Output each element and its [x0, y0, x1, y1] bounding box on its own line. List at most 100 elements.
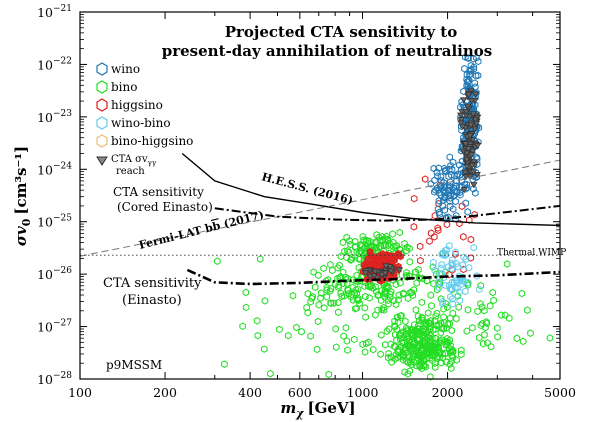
point-bino	[348, 255, 355, 264]
point-wino	[464, 77, 472, 85]
point-bino	[420, 350, 427, 359]
point-cta-reach	[464, 92, 473, 99]
y-tick-label: 10−21	[37, 4, 72, 20]
point-bino	[381, 306, 388, 314]
point-higgsino	[426, 237, 433, 245]
point-bino	[385, 300, 392, 308]
point-cta-reach	[378, 272, 386, 279]
point-bino	[429, 334, 436, 342]
point-wino	[449, 205, 457, 213]
point-bino	[398, 342, 405, 351]
point-cta-reach	[471, 116, 480, 124]
point-bino	[335, 281, 342, 290]
point-bino	[345, 286, 352, 295]
point-bino	[409, 344, 417, 352]
point-cta-reach	[371, 268, 379, 276]
point-wino-bino	[441, 251, 449, 260]
point-bino	[439, 350, 446, 358]
point-wino-bino	[447, 293, 454, 301]
point-bino	[410, 327, 418, 336]
point-cta-reach	[461, 141, 470, 148]
point-bino	[369, 345, 377, 354]
point-bino	[494, 324, 501, 332]
point-higgsino	[431, 233, 438, 241]
legend: wino bino higgsino wino-bino bino-higgsi…	[96, 62, 193, 177]
point-bino	[385, 349, 392, 358]
point-bino	[393, 242, 400, 250]
point-wino	[464, 78, 471, 86]
point-bino	[257, 255, 264, 263]
point-wino	[453, 177, 460, 185]
point-bino	[351, 237, 359, 246]
point-bino	[307, 332, 314, 340]
point-bino	[336, 261, 343, 270]
point-bino	[409, 291, 416, 300]
point-bino	[393, 325, 401, 334]
point-wino-bino	[430, 258, 437, 267]
point-bino	[355, 255, 363, 263]
point-bino	[373, 231, 380, 239]
point-bino	[261, 297, 269, 305]
model-label: p9MSSM	[106, 358, 162, 372]
point-cta-reach	[469, 111, 477, 118]
point-bino	[340, 292, 348, 300]
point-bino	[448, 326, 456, 335]
point-wino	[446, 197, 454, 205]
point-bino	[349, 296, 357, 304]
point-bino	[446, 360, 454, 368]
point-cta-reach	[460, 187, 468, 194]
point-wino	[474, 71, 482, 80]
point-bino	[387, 340, 394, 348]
point-bino	[311, 283, 319, 291]
point-cta-reach	[467, 152, 476, 159]
point-higgsino	[416, 242, 424, 251]
point-higgsino	[467, 235, 475, 244]
point-bino	[387, 353, 395, 361]
point-wino	[448, 171, 455, 179]
point-bino	[351, 243, 359, 251]
point-wino-bino	[451, 283, 459, 292]
point-bino	[403, 357, 410, 365]
point-wino	[435, 186, 442, 194]
point-bino	[327, 284, 335, 293]
point-bino	[394, 318, 402, 327]
point-wino	[441, 193, 449, 201]
point-wino	[442, 166, 449, 175]
legend-cta-reach-label: CTA σvγγ	[111, 154, 156, 167]
point-bino	[289, 291, 297, 300]
point-bino	[341, 247, 348, 256]
point-higgsino	[466, 216, 473, 224]
point-bino	[344, 247, 351, 255]
point-wino-bino	[442, 281, 449, 290]
point-bino	[415, 316, 423, 325]
point-bino	[293, 323, 300, 332]
scatter-points	[214, 53, 554, 381]
point-bino	[435, 343, 442, 351]
point-bino	[437, 328, 445, 337]
point-bino	[489, 288, 496, 297]
point-bino	[439, 354, 446, 362]
point-bino	[494, 333, 501, 341]
point-bino	[428, 302, 435, 310]
point-bino	[377, 350, 384, 358]
point-wino	[461, 64, 468, 73]
point-bino	[357, 255, 364, 263]
point-bino	[433, 285, 441, 294]
point-wino-bino	[465, 278, 472, 287]
point-higgsino	[410, 194, 418, 203]
point-bino	[239, 322, 246, 330]
point-bino	[325, 370, 332, 379]
point-bino	[357, 247, 364, 255]
point-bino	[214, 257, 221, 265]
point-bino	[340, 332, 347, 340]
point-bino	[449, 348, 456, 356]
point-wino-bino	[438, 260, 446, 269]
point-higgsino	[471, 210, 478, 219]
point-bino	[386, 239, 393, 248]
point-bino	[440, 325, 447, 333]
point-bino	[425, 333, 432, 342]
legend-wino-bino-marker	[96, 116, 108, 130]
thermal-wimp-label: Thermal WIMP	[497, 248, 566, 258]
point-bino	[481, 306, 488, 315]
